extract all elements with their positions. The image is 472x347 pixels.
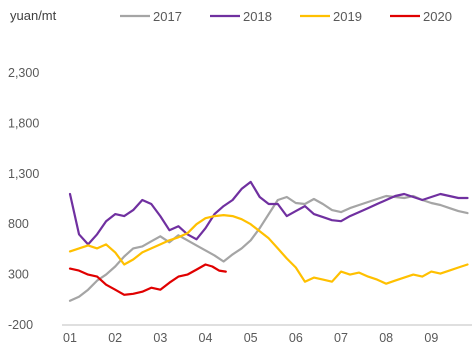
x-tick-label: 03 [153,331,167,345]
x-axis-ticks: 01 02 03 04 05 06 07 08 09 [63,331,438,345]
x-tick-label: 02 [108,331,122,345]
y-tick-label: 300 [8,268,29,282]
y-tick-label: 2,300 [8,66,39,80]
y-tick-label: 800 [8,217,29,231]
legend-label-2018: 2018 [243,9,272,24]
legend-label-2020: 2020 [423,9,452,24]
series-line-2020 [68,263,227,296]
series-line-2017 [68,194,469,302]
legend-label-2019: 2019 [333,9,362,24]
y-axis-unit-label: yuan/mt [10,8,57,23]
x-tick-label: 07 [334,331,348,345]
y-tick-label: 1,300 [8,167,39,181]
series-lines [68,180,469,302]
series-line-2018 [68,180,469,246]
x-tick-label: 04 [199,331,213,345]
x-tick-label: 01 [63,331,77,345]
legend-label-2017: 2017 [153,9,182,24]
x-tick-label: 06 [289,331,303,345]
x-tick-label: 09 [424,331,438,345]
legend: 2017 2018 2019 2020 [120,9,452,24]
y-tick-label: -200 [8,318,33,332]
x-tick-label: 05 [244,331,258,345]
series-line-2019 [68,214,469,285]
x-tick-label: 08 [379,331,393,345]
y-axis-ticks: -200 300 800 1,300 1,800 2,300 [8,66,39,332]
y-tick-label: 1,800 [8,116,39,130]
